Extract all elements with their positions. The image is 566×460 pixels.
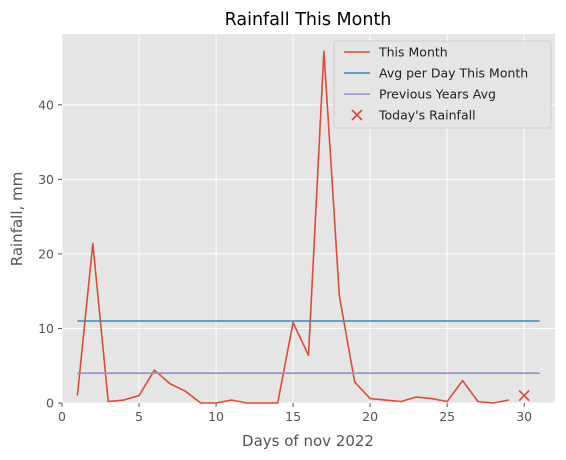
legend-box <box>333 40 552 129</box>
legend-label: Today's Rainfall <box>378 108 476 123</box>
y-tick-label: 30 <box>38 172 54 187</box>
x-tick-label: 15 <box>285 409 301 424</box>
x-tick-label: 0 <box>58 409 66 424</box>
legend-label: Previous Years Avg <box>379 87 496 102</box>
grid <box>61 34 555 404</box>
this-month-line <box>76 50 509 404</box>
y-axis-label: Rainfall, mm <box>8 172 26 267</box>
x-tick-label: 10 <box>208 409 224 424</box>
y-tick-label: 0 <box>46 396 54 411</box>
legend-item: Avg per Day This Month <box>344 66 528 81</box>
todays-rainfall-point <box>518 389 530 402</box>
series-layer <box>76 50 540 404</box>
x-tick-label: 30 <box>516 409 532 424</box>
ticks: 0 5 10 15 20 25 30 0 10 20 30 40 <box>38 97 532 424</box>
y-tick-label: 20 <box>38 246 54 261</box>
x-tick-label: 20 <box>362 409 378 424</box>
legend-label: Avg per Day This Month <box>379 66 528 81</box>
x-tick-label: 25 <box>439 409 455 424</box>
y-tick-label: 10 <box>38 321 54 336</box>
x-axis-label: Days of nov 2022 <box>242 432 374 450</box>
x-tick-label: 5 <box>135 409 143 424</box>
legend-item: This Month <box>344 45 448 60</box>
legend-item: Today's Rainfall <box>351 108 476 123</box>
y-tick-label: 40 <box>38 97 54 112</box>
legend-label: This Month <box>378 45 448 60</box>
chart-title: Rainfall This Month <box>225 10 392 30</box>
legend: This Month Avg per Day This Month Previous… <box>333 40 552 129</box>
legend-marker <box>351 109 363 121</box>
legend-item: Previous Years Avg <box>344 87 496 102</box>
